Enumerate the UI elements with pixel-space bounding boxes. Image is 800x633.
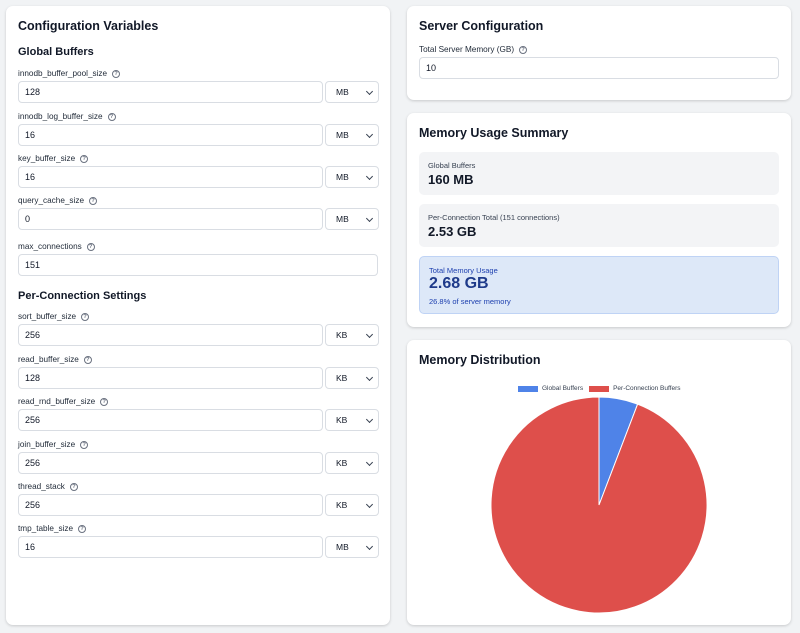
per-connection-summary-label: Per-Connection Total (151 connections): [428, 213, 560, 222]
server-memory-label: Total Server Memory (GB)?: [419, 45, 528, 54]
help-circle-icon[interactable]: ?: [78, 524, 87, 533]
read-rnd-buffer-size-unit-select[interactable]: KB: [325, 409, 379, 431]
configuration-title: Configuration Variables: [18, 19, 159, 33]
read-buffer-size-label: read_buffer_size?: [18, 355, 92, 364]
read-rnd-buffer-size-input[interactable]: 256: [18, 409, 323, 431]
key-buffer-size-label: key_buffer_size?: [18, 154, 89, 163]
help-circle-icon[interactable]: ?: [83, 355, 92, 364]
help-circle-icon[interactable]: ?: [80, 154, 89, 163]
chevron-down-icon: [365, 130, 374, 139]
read-buffer-size-input[interactable]: 128: [18, 367, 323, 389]
tmp-table-size-unit-select[interactable]: MB: [325, 536, 379, 558]
sort-buffer-size-input[interactable]: 256: [18, 324, 323, 346]
max-connections-label: max_connections?: [18, 242, 95, 251]
help-circle-icon[interactable]: ?: [112, 69, 121, 78]
sort-buffer-size-label: sort_buffer_size?: [18, 312, 90, 321]
chevron-down-icon: [365, 330, 374, 339]
key-buffer-size-unit-select[interactable]: MB: [325, 166, 379, 188]
server-memory-input[interactable]: 10: [419, 57, 779, 79]
per-connection-title: Per-Connection Settings: [18, 290, 147, 302]
join-buffer-size-unit-select[interactable]: KB: [325, 452, 379, 474]
chevron-down-icon: [365, 542, 374, 551]
help-circle-icon[interactable]: ?: [81, 312, 90, 321]
total-memory-summary: Total Memory Usage 2.68 GB 26.8% of serv…: [419, 256, 779, 314]
global-buffers-summary: Global Buffers 160 MB: [419, 152, 779, 195]
thread-stack-unit-select[interactable]: KB: [325, 494, 379, 516]
innodb-log-buffer-size-input[interactable]: 16: [18, 124, 323, 146]
read-buffer-size-unit-select[interactable]: KB: [325, 367, 379, 389]
tmp-table-size-label: tmp_table_size?: [18, 524, 87, 533]
help-circle-icon[interactable]: ?: [107, 112, 116, 121]
join-buffer-size-input[interactable]: 256: [18, 452, 323, 474]
total-memory-label: Total Memory Usage: [429, 266, 498, 275]
legend-label-per-connection: Per-Connection Buffers: [613, 385, 681, 392]
innodb-buffer-pool-size-label: innodb_buffer_pool_size?: [18, 69, 121, 78]
innodb-buffer-pool-size-input[interactable]: 128: [18, 81, 323, 103]
query-cache-size-unit-select[interactable]: MB: [325, 208, 379, 230]
server-config-card: Server Configuration Total Server Memory…: [407, 6, 791, 100]
chevron-down-icon: [365, 87, 374, 96]
max-connections-input[interactable]: 151: [18, 254, 378, 276]
server-config-title: Server Configuration: [419, 19, 544, 33]
per-connection-summary: Per-Connection Total (151 connections) 2…: [419, 204, 779, 247]
join-buffer-size-label: join_buffer_size?: [18, 440, 89, 449]
chevron-down-icon: [365, 458, 374, 467]
global-buffers-title: Global Buffers: [18, 46, 94, 58]
chevron-down-icon: [365, 172, 374, 181]
legend-label-global: Global Buffers: [542, 385, 584, 392]
chevron-down-icon: [365, 500, 374, 509]
total-memory-percent: 26.8% of server memory: [429, 297, 511, 306]
thread-stack-label: thread_stack?: [18, 482, 78, 491]
configuration-card: Configuration Variables Global Buffers P…: [6, 6, 390, 625]
help-circle-icon[interactable]: ?: [100, 397, 109, 406]
sort-buffer-size-unit-select[interactable]: KB: [325, 324, 379, 346]
tmp-table-size-input[interactable]: 16: [18, 536, 323, 558]
chevron-down-icon: [365, 415, 374, 424]
global-buffers-summary-label: Global Buffers: [428, 161, 476, 170]
help-circle-icon[interactable]: ?: [86, 242, 95, 251]
innodb-log-buffer-size-unit-select[interactable]: MB: [325, 124, 379, 146]
memory-distribution-card: Memory Distribution: [407, 340, 791, 625]
innodb-log-buffer-size-label: innodb_log_buffer_size?: [18, 112, 116, 121]
total-memory-value: 2.68 GB: [429, 275, 489, 292]
memory-distribution-title: Memory Distribution: [419, 353, 541, 367]
chevron-down-icon: [365, 214, 374, 223]
help-circle-icon[interactable]: ?: [69, 482, 78, 491]
memory-summary-title: Memory Usage Summary: [419, 126, 569, 140]
query-cache-size-input[interactable]: 0: [18, 208, 323, 230]
memory-summary-card: Memory Usage Summary Global Buffers 160 …: [407, 113, 791, 327]
thread-stack-input[interactable]: 256: [18, 494, 323, 516]
legend-swatch-per-connection: [589, 385, 610, 392]
global-buffers-summary-value: 160 MB: [428, 172, 474, 187]
chart-legend: Global Buffers Per-Connection Buffers: [518, 385, 681, 392]
read-rnd-buffer-size-label: read_rnd_buffer_size?: [18, 397, 109, 406]
innodb-buffer-pool-size-unit-select[interactable]: MB: [325, 81, 379, 103]
per-connection-summary-value: 2.53 GB: [428, 224, 477, 239]
help-circle-icon[interactable]: ?: [519, 45, 528, 54]
key-buffer-size-input[interactable]: 16: [18, 166, 323, 188]
legend-swatch-global: [518, 385, 538, 392]
query-cache-size-label: query_cache_size?: [18, 196, 97, 205]
help-circle-icon[interactable]: ?: [89, 196, 97, 205]
help-circle-icon[interactable]: ?: [80, 440, 89, 449]
chevron-down-icon: [365, 373, 374, 382]
